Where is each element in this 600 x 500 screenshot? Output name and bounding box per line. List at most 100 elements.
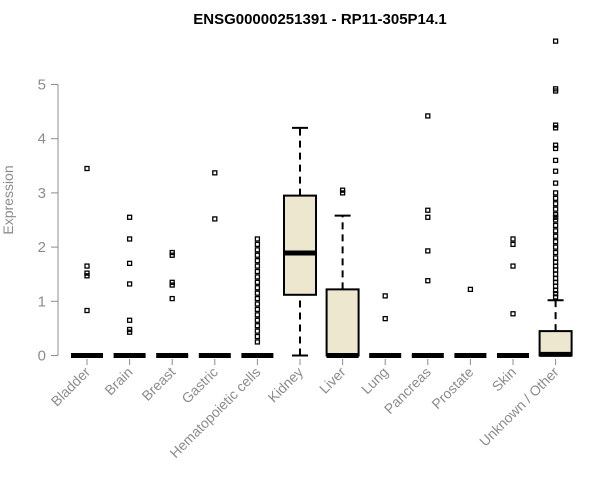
- outlier-point: [382, 293, 388, 299]
- outlier-point: [84, 165, 90, 172]
- outlier-point: [254, 263, 261, 269]
- y-tick-label: 1: [38, 293, 46, 310]
- outlier-point: [126, 260, 133, 267]
- box-bladder: [71, 165, 103, 358]
- x-tick-label: Unknown / Other: [476, 364, 562, 450]
- outlier-point: [84, 263, 90, 269]
- outlier-point: [126, 329, 133, 335]
- x-tick-label: Liver: [316, 364, 349, 397]
- outlier-point: [254, 312, 261, 318]
- outlier-point: [552, 206, 559, 212]
- outlier-point: [552, 145, 559, 152]
- box-liver: [325, 187, 360, 358]
- x-tick-label: Lung: [358, 364, 391, 397]
- box-brain: [113, 214, 146, 358]
- outlier-point: [254, 301, 261, 307]
- outlier-point: [126, 214, 133, 220]
- outlier-point: [254, 290, 261, 296]
- y-tick-label: 2: [38, 239, 46, 256]
- x-tick-label: Brain: [101, 364, 135, 398]
- outlier-point: [254, 247, 261, 253]
- outlier-point: [552, 271, 559, 277]
- outlier-point: [254, 252, 261, 258]
- outlier-point: [552, 180, 559, 186]
- y-tick-label: 3: [38, 185, 46, 202]
- box-breast: [156, 249, 189, 358]
- box-body: [283, 194, 317, 296]
- outlier-point: [552, 244, 559, 250]
- outlier-point: [552, 122, 559, 128]
- outlier-point: [552, 142, 559, 148]
- y-axis-label: Expression: [0, 165, 16, 234]
- outlier-point: [552, 249, 559, 256]
- outlier-point: [254, 241, 261, 248]
- outlier-point: [254, 339, 261, 345]
- outlier-point: [254, 333, 261, 340]
- outlier-point: [552, 233, 559, 239]
- outlier-point: [254, 268, 261, 275]
- outlier-point: [254, 306, 261, 313]
- outlier-point: [339, 190, 346, 196]
- outlier-point: [212, 170, 218, 176]
- x-tick-label: Bladder: [48, 364, 94, 410]
- outlier-point: [126, 317, 133, 323]
- outlier-point: [552, 267, 559, 273]
- box-skin: [497, 236, 529, 358]
- box-groups: [71, 38, 573, 358]
- box-body: [325, 288, 360, 357]
- outlier-point: [552, 294, 559, 300]
- outlier-point: [552, 157, 559, 164]
- outlier-point: [552, 283, 559, 289]
- y-tick-label: 0: [38, 348, 46, 365]
- outlier-point: [552, 291, 559, 297]
- outlier-point: [467, 286, 474, 293]
- outlier-point: [552, 228, 559, 234]
- outlier-point: [84, 307, 90, 314]
- x-tick-label: Kidney: [265, 364, 307, 406]
- x-tick-label: Gastric: [178, 364, 221, 407]
- outlier-point: [510, 236, 516, 242]
- outlier-point: [552, 214, 559, 220]
- outlier-point: [254, 279, 261, 285]
- outlier-point: [425, 214, 431, 220]
- x-tick-label: Skin: [489, 364, 520, 395]
- box-unknown-other: [538, 38, 573, 357]
- x-tick-label: Breast: [138, 364, 178, 404]
- chart-title: ENSG00000251391 - RP11-305P14.1: [193, 11, 447, 28]
- outlier-point: [126, 326, 133, 333]
- x-tick-label: Pancreas: [381, 364, 434, 417]
- outlier-point: [552, 195, 559, 201]
- x-tick-label: Prostate: [428, 364, 476, 412]
- outlier-point: [254, 274, 261, 280]
- outlier-point: [510, 263, 516, 269]
- y-tick-label: 4: [38, 131, 46, 148]
- outlier-point: [425, 113, 431, 119]
- outlier-point: [254, 317, 261, 323]
- outlier-point: [254, 295, 261, 302]
- outlier-point: [254, 323, 261, 329]
- outlier-point: [169, 282, 175, 288]
- outlier-point: [425, 248, 431, 254]
- outlier-point: [552, 217, 559, 223]
- outlier-point: [552, 287, 559, 294]
- outlier-point: [84, 273, 90, 279]
- outlier-point: [510, 241, 516, 248]
- outlier-point: [552, 88, 559, 94]
- outlier-point: [552, 239, 559, 245]
- outlier-point: [254, 285, 261, 291]
- outlier-point: [254, 257, 261, 264]
- outlier-point: [169, 295, 175, 302]
- box-prostate: [454, 286, 487, 358]
- box-hematopoietic-cells: [241, 236, 274, 358]
- outlier-point: [552, 255, 559, 261]
- box-body: [538, 330, 573, 357]
- outlier-point: [552, 168, 559, 174]
- outlier-point: [126, 281, 133, 287]
- outlier-point: [552, 222, 559, 229]
- outlier-point: [169, 279, 175, 285]
- outlier-point: [212, 216, 218, 222]
- outlier-point: [552, 125, 559, 131]
- box-kidney: [283, 126, 317, 357]
- outlier-point: [339, 187, 346, 193]
